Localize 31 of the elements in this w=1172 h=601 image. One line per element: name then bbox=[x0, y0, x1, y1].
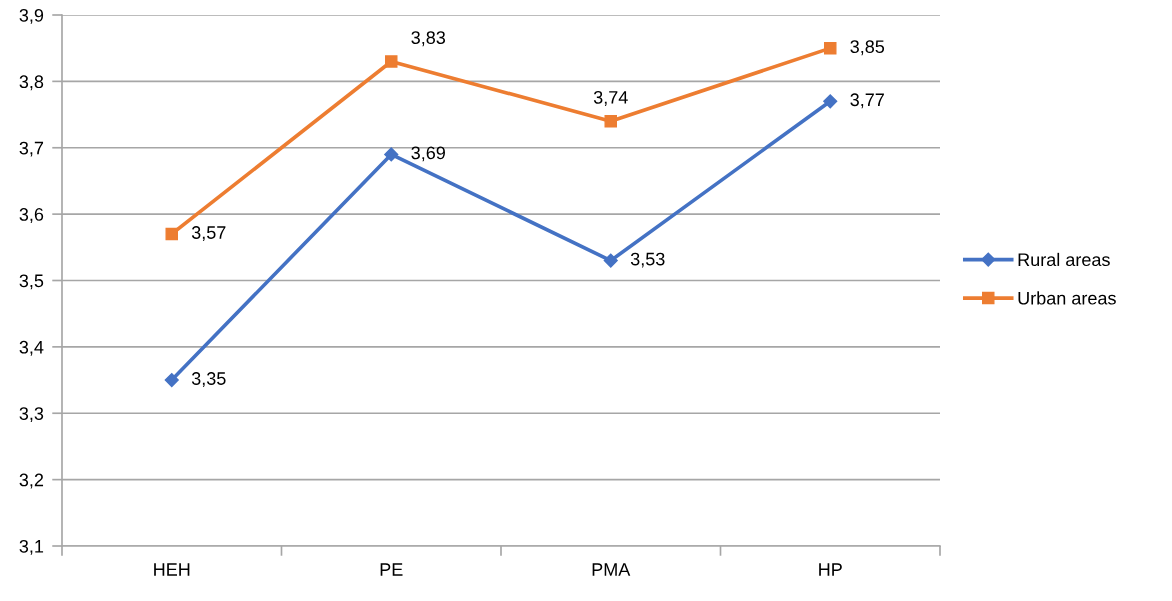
data-label: 3,74 bbox=[593, 90, 628, 106]
data-label: 3,35 bbox=[191, 372, 226, 388]
point bbox=[823, 41, 837, 55]
data-label: 3,53 bbox=[630, 252, 665, 268]
y-tick-label: 3,3 bbox=[19, 407, 44, 423]
point bbox=[823, 94, 838, 109]
point bbox=[164, 372, 179, 388]
data-label: 3,85 bbox=[850, 40, 885, 56]
legend-label: Rural areas bbox=[1018, 252, 1110, 267]
x-tick-label: PMA bbox=[592, 563, 631, 576]
y-tick-label: 3,8 bbox=[19, 75, 44, 91]
y-tick-label: 3,4 bbox=[19, 340, 44, 356]
legend-label: Urban areas bbox=[1018, 291, 1116, 305]
x-tick-label: HEH bbox=[154, 563, 190, 576]
data-label: 3,77 bbox=[850, 93, 884, 109]
x-tick-label: PE bbox=[380, 563, 403, 576]
y-tick-label: 3,7 bbox=[19, 141, 44, 157]
y-tick-label: 3,5 bbox=[19, 274, 44, 290]
data-label: 3,69 bbox=[411, 146, 445, 162]
point bbox=[165, 227, 179, 241]
data-label: 3,83 bbox=[411, 31, 446, 47]
data-label: 3,57 bbox=[191, 226, 226, 242]
y-tick-label: 3,9 bbox=[19, 8, 44, 24]
y-tick-label: 3,6 bbox=[19, 208, 44, 223]
point bbox=[604, 114, 618, 128]
y-tick-label: 3,1 bbox=[19, 539, 44, 555]
point bbox=[603, 253, 618, 268]
y-tick-label: 3,2 bbox=[19, 473, 44, 489]
point bbox=[384, 55, 398, 68]
point bbox=[384, 147, 399, 162]
x-tick-label: HP bbox=[819, 563, 842, 576]
